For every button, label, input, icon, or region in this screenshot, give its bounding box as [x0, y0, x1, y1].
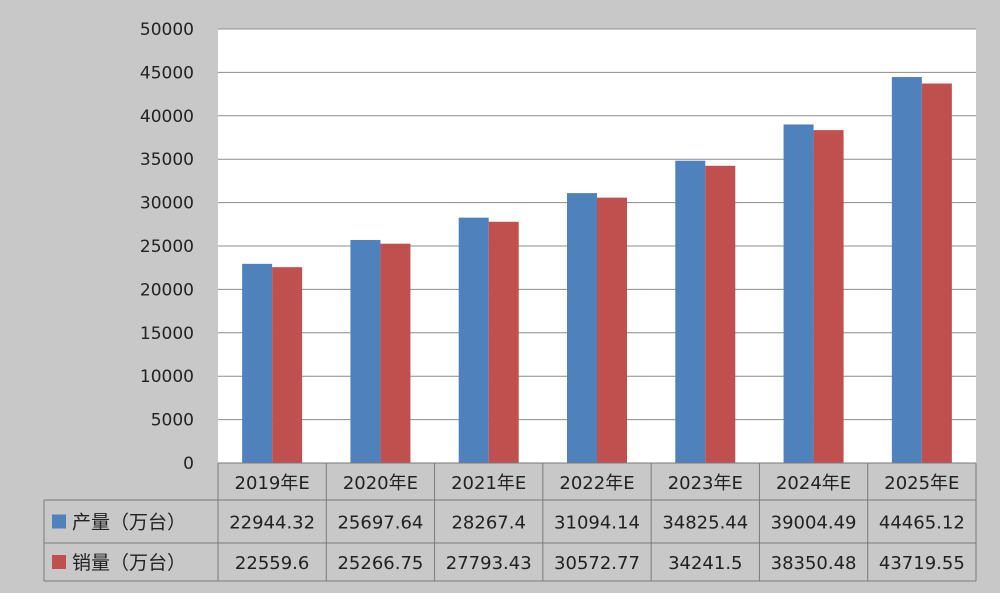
bar	[350, 239, 381, 463]
data-label: 39004.49	[771, 513, 857, 534]
y-tick-label: 5000	[151, 411, 194, 431]
y-tick-label: 10000	[140, 367, 194, 387]
y-tick-label: 50000	[140, 20, 194, 40]
legend-label: 销量（万台）	[72, 552, 186, 574]
x-category-label: 2025年E	[884, 473, 959, 494]
data-label: 22944.32	[229, 513, 315, 534]
data-label: 25266.75	[337, 553, 423, 574]
bars	[242, 77, 952, 464]
data-label: 34241.5	[668, 553, 742, 574]
x-category-label: 2021年E	[451, 473, 526, 494]
bar	[380, 243, 411, 463]
y-tick-label: 15000	[140, 324, 194, 344]
bar	[891, 77, 922, 463]
x-category-label: 2023年E	[668, 473, 743, 494]
data-label: 22559.6	[235, 553, 309, 574]
y-tick-label: 45000	[140, 63, 194, 83]
bar	[705, 165, 736, 463]
x-category-label: 2022年E	[559, 473, 634, 494]
data-label: 31094.14	[554, 513, 640, 534]
bar	[783, 124, 814, 463]
bar	[675, 160, 706, 463]
bar	[597, 197, 627, 463]
bar	[488, 221, 519, 463]
data-label: 44465.12	[879, 513, 965, 534]
data-label: 43719.55	[879, 553, 965, 574]
data-label: 28267.4	[451, 513, 525, 534]
legend-swatch	[52, 555, 66, 569]
x-category-label: 2019年E	[235, 473, 310, 494]
x-category-label: 2020年E	[343, 473, 418, 494]
bar	[458, 217, 489, 463]
y-axis-ticks: 0 5000 10000 15000 20000 25000 30000 35000 40000…	[140, 20, 194, 474]
x-category-label: 2024年E	[776, 473, 851, 494]
data-label: 27793.43	[446, 553, 532, 574]
data-label: 38350.48	[771, 553, 857, 574]
data-label: 34825.44	[662, 513, 748, 534]
y-tick-label: 40000	[140, 107, 194, 127]
data-label: 30572.77	[554, 553, 640, 574]
legend-label: 产量（万台）	[72, 512, 186, 534]
y-tick-label: 25000	[140, 237, 194, 257]
y-tick-label: 20000	[140, 280, 194, 300]
legend-swatch	[52, 514, 66, 529]
bar	[567, 193, 597, 464]
bar	[272, 267, 303, 463]
y-tick-label: 30000	[140, 194, 194, 214]
data-label: 25697.64	[337, 513, 423, 534]
y-tick-label: 35000	[140, 150, 194, 170]
bar	[813, 130, 844, 463]
y-tick-label: 0	[183, 454, 194, 474]
data-table: 2019年E 2020年E 2021年E 2022年E 2023年E 2024年E 2025…	[43, 462, 977, 582]
bar	[921, 83, 952, 463]
bar	[242, 263, 273, 463]
